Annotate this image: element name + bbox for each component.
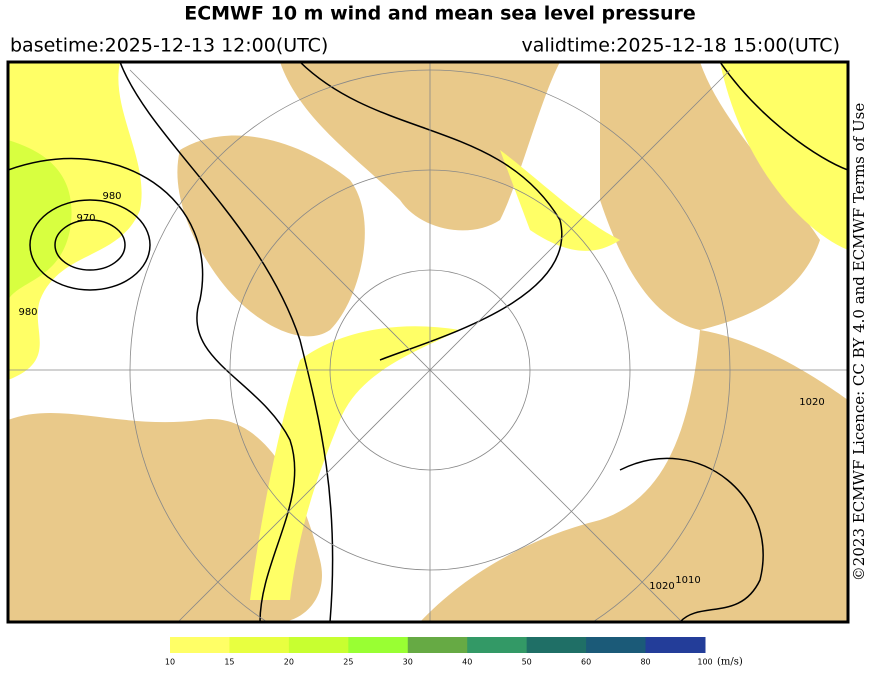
colorbar-segment [170, 637, 230, 653]
colorbar-tick-label: 100 [697, 658, 712, 667]
credit: ©2023 ECMWF Licence: CC BY 4.0 and ECMWF… [850, 103, 868, 582]
colorbar-segment [229, 637, 290, 653]
validtime: validtime:2025-12-18 15:00(UTC) [521, 35, 840, 57]
colorbar-tick-label: 25 [343, 658, 353, 667]
colorbar-tick-label: 10 [165, 658, 175, 667]
colorbar-tick-label: 20 [284, 658, 294, 667]
colorbar-segment [348, 637, 409, 653]
colorbar-segment [288, 637, 349, 653]
colorbar-segment [645, 637, 706, 653]
colorbar-tick-label: 40 [462, 658, 472, 667]
isobar-label: 970 [76, 213, 95, 224]
isobar-label: 980 [102, 191, 121, 202]
colorbar-tick-label: 60 [581, 658, 591, 667]
colorbar-segment [467, 637, 528, 653]
isobar-label: 1010 [675, 575, 700, 586]
colorbar-segment [526, 637, 587, 653]
colorbar-segment [586, 637, 647, 653]
title: ECMWF 10 m wind and mean sea level press… [184, 3, 696, 25]
colorbar-segment [407, 637, 468, 653]
colorbar-tick-label: 80 [640, 658, 650, 667]
isobar-label: 1020 [799, 397, 824, 408]
basetime: basetime:2025-12-13 12:00(UTC) [10, 35, 328, 57]
colorbar-tick-label: 30 [403, 658, 413, 667]
isobar-label: 980 [18, 307, 37, 318]
colorbar-tick-label: 50 [522, 658, 532, 667]
colorbar-tick-label: 15 [224, 658, 234, 667]
map [6, 60, 850, 624]
colorbar-unit: (m/s) [717, 657, 743, 668]
isobar-label: 1020 [649, 581, 674, 592]
